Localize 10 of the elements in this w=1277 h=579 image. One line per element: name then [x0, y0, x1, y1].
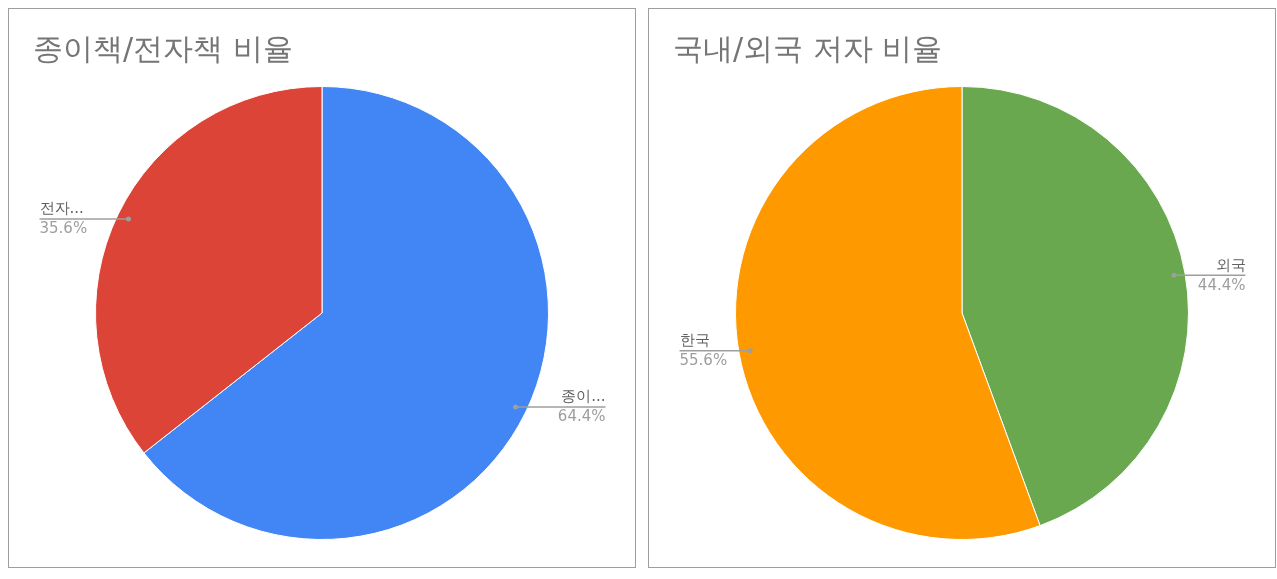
- slice-label: 한국: [679, 331, 710, 350]
- data-label: 44.4%: [1197, 275, 1246, 294]
- data-label: 35.6%: [39, 219, 88, 238]
- data-label: 55.6%: [679, 351, 728, 370]
- chart-title: 종이책/전자책 비율: [33, 30, 293, 66]
- chart-title: 국내/외국 저자 비율: [673, 30, 943, 66]
- slice-label: 종이...: [561, 387, 606, 406]
- data-label: 64.4%: [557, 407, 606, 426]
- slice-label: 전자...: [39, 199, 84, 218]
- slice-label: 외국: [1215, 255, 1246, 274]
